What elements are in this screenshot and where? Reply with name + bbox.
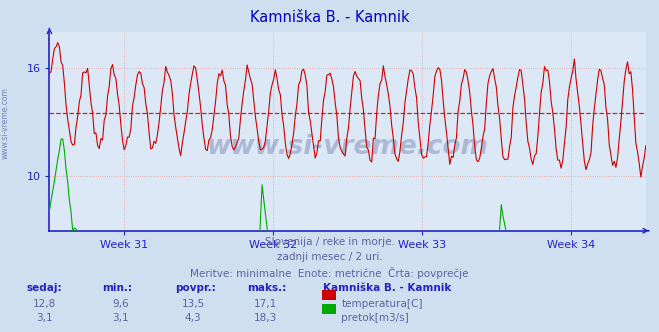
Text: Slovenija / reke in morje.: Slovenija / reke in morje.: [264, 237, 395, 247]
Text: 4,3: 4,3: [185, 313, 202, 323]
Text: Meritve: minimalne  Enote: metrične  Črta: povprečje: Meritve: minimalne Enote: metrične Črta:…: [190, 267, 469, 279]
Text: pretok[m3/s]: pretok[m3/s]: [341, 313, 409, 323]
Text: 3,1: 3,1: [112, 313, 129, 323]
Text: maks.:: maks.:: [247, 283, 287, 293]
Text: www.si-vreme.com: www.si-vreme.com: [207, 134, 488, 160]
Text: 17,1: 17,1: [254, 299, 277, 309]
Text: zadnji mesec / 2 uri.: zadnji mesec / 2 uri.: [277, 252, 382, 262]
Text: 3,1: 3,1: [36, 313, 53, 323]
Text: temperatura[C]: temperatura[C]: [341, 299, 423, 309]
Text: Kamniška B. - Kamnik: Kamniška B. - Kamnik: [250, 10, 409, 25]
Text: povpr.:: povpr.:: [175, 283, 215, 293]
Text: min.:: min.:: [102, 283, 132, 293]
Text: 9,6: 9,6: [112, 299, 129, 309]
Text: Kamniška B. - Kamnik: Kamniška B. - Kamnik: [323, 283, 451, 293]
Text: 18,3: 18,3: [254, 313, 277, 323]
Text: sedaj:: sedaj:: [26, 283, 62, 293]
Text: www.si-vreme.com: www.si-vreme.com: [1, 87, 10, 159]
Text: 12,8: 12,8: [33, 299, 57, 309]
Text: 13,5: 13,5: [181, 299, 205, 309]
